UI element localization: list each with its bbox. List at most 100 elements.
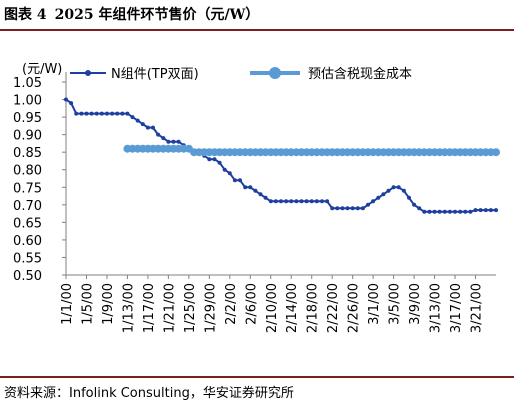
series-0-point [432,209,437,214]
series-0-point [115,111,120,116]
series-0-point [166,139,171,144]
y-tick-label: 0.85 [13,146,42,161]
figure-label: 图表 4 [4,7,47,23]
series-0-point [304,199,309,204]
y-tick-label: 1.05 [13,76,42,91]
series-0-point [222,167,227,172]
series-0-point [309,199,314,204]
series-0-point [232,178,237,183]
source-note: 资料来源：Infolink Consulting，华安证券研究所 [4,386,294,401]
x-tick-label: 2/18/00 [306,283,321,333]
series-0-point [140,122,145,127]
series-0-point [89,111,94,116]
series-0-point [217,160,222,165]
series-0-point [453,209,457,214]
series-0-point [325,199,330,204]
series-0-point [422,209,427,214]
series-0-point [494,208,498,213]
legend-label-1: 预估含税现金成本 [308,66,412,82]
figure-title-text: 2025 年组件环节售价（元/W） [54,7,260,23]
series-0-point [176,139,181,144]
series-0-point [238,178,242,183]
series-0-point [110,111,115,116]
x-tick-label: 1/5/00 [80,283,95,325]
series-0-point [268,199,273,204]
series-0-point [330,206,335,211]
x-tick-label: 3/21/00 [470,283,485,333]
series-0-point [105,111,109,116]
series-0-point [69,101,74,106]
series-0-point [386,188,391,193]
x-tick-label: 1/29/00 [203,283,218,333]
series-0-point [401,188,406,193]
series-0-point [227,171,232,176]
x-tick-label: 2/10/00 [265,283,280,333]
y-tick-label: 0.70 [13,199,42,214]
x-tick-label: 1/13/00 [121,283,136,333]
series-0-point [458,209,463,214]
x-tick-label: 2/22/00 [326,283,341,333]
x-tick-label: 1/25/00 [183,283,198,333]
x-tick-label: 2/6/00 [244,283,259,325]
figure-title: 图表 4 2025 年组件环节售价（元/W） [4,4,267,24]
series-1-point [492,148,500,157]
series-0-point [212,157,217,162]
y-tick-label: 0.65 [13,216,42,231]
y-tick-label: 0.50 [13,269,42,284]
series-0-point [417,206,422,211]
series-0-point [207,157,212,162]
series-0-point [99,111,104,116]
series-0-point [130,115,135,120]
x-tick-label: 1/1/00 [60,283,75,325]
series-0-point [371,199,376,204]
series-0-point [488,208,493,213]
series-0-point [463,209,468,214]
x-tick-label: 2/2/00 [224,283,239,325]
series-0-point [64,97,68,102]
series-0-point [135,118,140,123]
series-0-point [248,185,253,190]
series-0-point [294,199,299,204]
series-0-point [376,195,381,200]
series-0-point [125,111,130,116]
y-tick-label: 0.80 [13,164,42,179]
y-tick-label: 0.60 [13,234,42,249]
series-0-point [74,111,79,116]
x-tick-label: 3/13/00 [429,283,444,333]
series-0-point [314,199,319,204]
x-tick-label: 1/17/00 [142,283,157,333]
y-tick-label: 0.90 [13,129,42,144]
series-0-point [442,209,447,214]
series-0-point [151,125,155,130]
series-0-point [350,206,355,211]
series-0-point [340,206,345,211]
legend-swatch-marker-1 [269,67,281,79]
legend-swatch-marker-0 [85,70,91,76]
series-0-point [94,111,99,116]
series-0-point [483,208,488,213]
y-axis-unit-label: (元/W) [22,62,62,77]
x-tick-label: 3/9/00 [408,283,423,325]
top-rule [0,29,514,31]
series-0-point [120,111,125,116]
series-0-point [145,125,150,130]
x-tick-label: 3/17/00 [449,283,464,333]
series-0-point [366,202,370,207]
series-0-point [299,199,304,204]
series-0-point [360,206,365,211]
series-0-point [84,111,89,116]
series-0-point [258,192,263,197]
y-tick-label: 0.95 [13,111,42,126]
series-0-point [253,188,258,193]
series-0-point [171,139,176,144]
series-0-point [391,185,396,190]
series-0-point [320,199,324,204]
series-0-point [279,199,283,204]
series-0-point [289,199,294,204]
series-0-point [473,208,478,213]
series-0-point [161,136,166,141]
series-0-point [381,192,386,197]
series-0-point [79,111,84,116]
series-0-point [407,195,411,200]
